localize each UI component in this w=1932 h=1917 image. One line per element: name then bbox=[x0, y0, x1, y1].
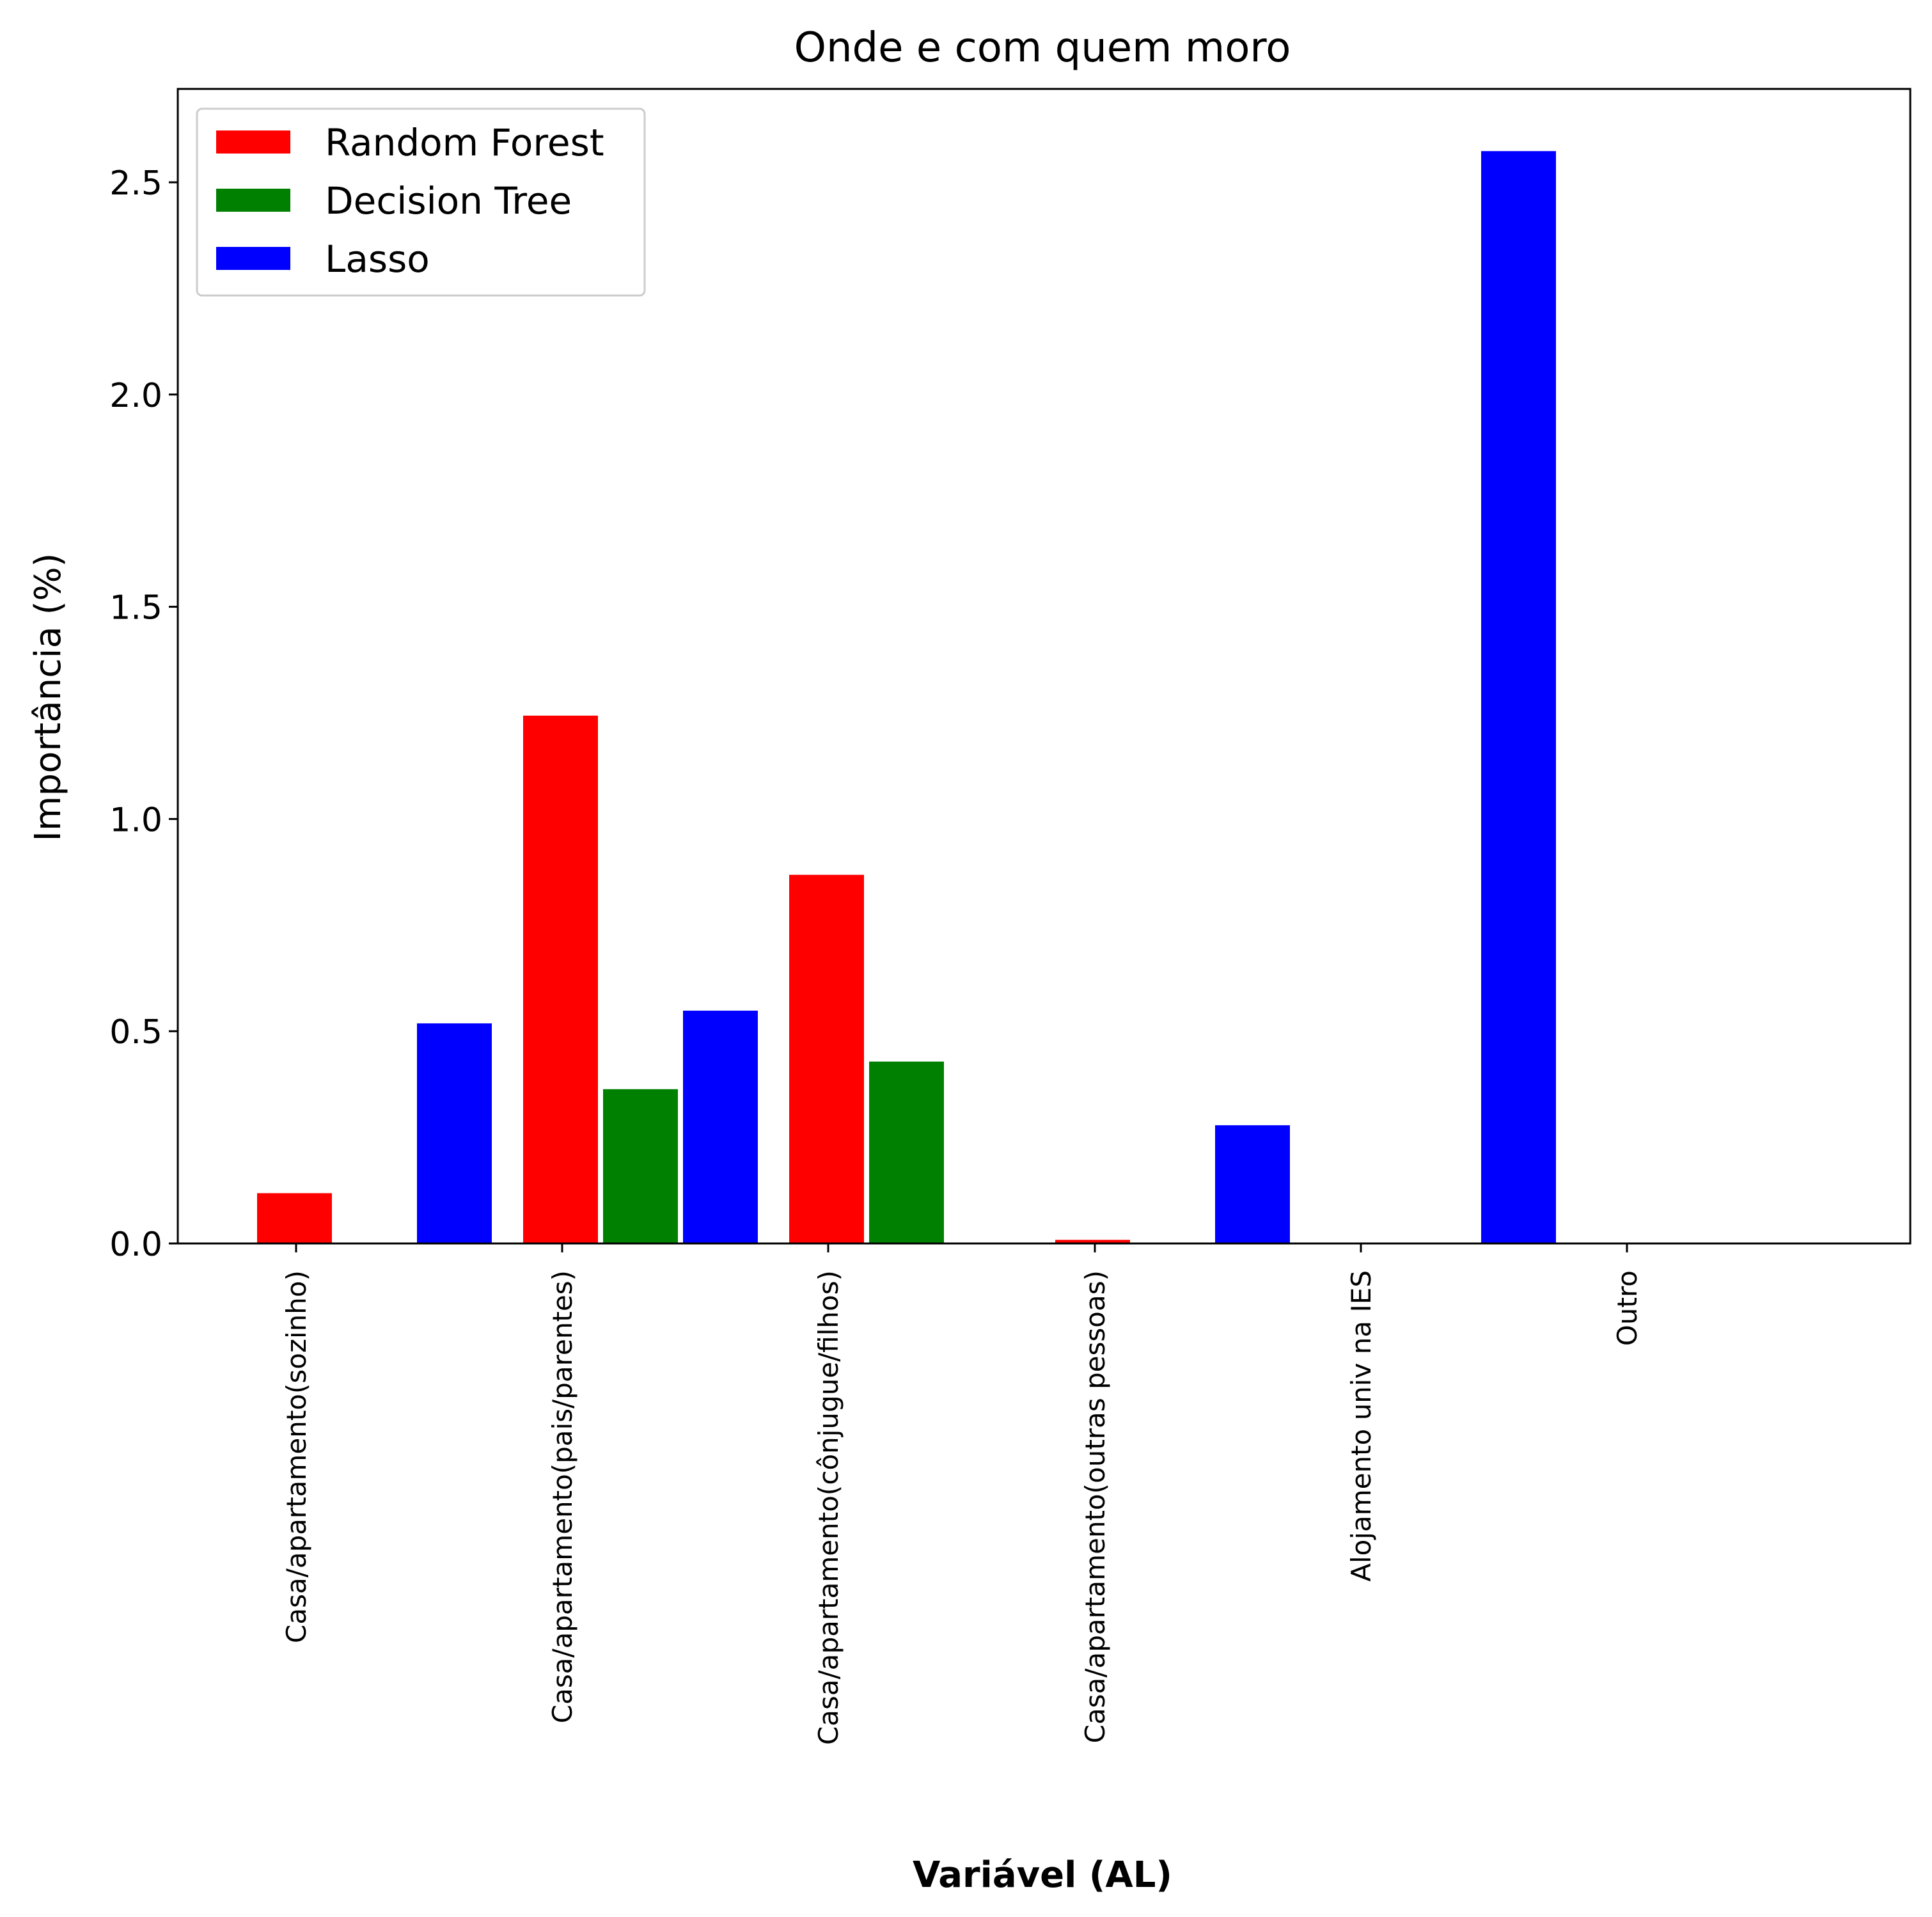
bar-random-forest-2 bbox=[522, 714, 599, 1244]
x-tick-label: Casa/apartamento(cônjugue/filhos) bbox=[813, 1270, 844, 1745]
chart-title: Onde e com quem moro bbox=[794, 24, 1291, 72]
bar-lasso-5 bbox=[1480, 150, 1557, 1245]
legend: Random Forest Decision Tree Lasso bbox=[196, 107, 646, 297]
y-tick-label: 1.0 bbox=[109, 801, 162, 839]
bar-random-forest-3 bbox=[788, 873, 865, 1244]
y-axis-label: Importância (%) bbox=[27, 553, 69, 841]
legend-label-lasso: Lasso bbox=[325, 237, 430, 281]
legend-frame bbox=[196, 107, 646, 297]
plot-frame bbox=[177, 88, 1912, 1245]
x-tick-label: Casa/apartamento(pais/parentes) bbox=[547, 1270, 578, 1723]
bars-layer bbox=[256, 150, 1557, 1245]
y-tick-label: 1.5 bbox=[109, 589, 162, 627]
legend-label-decision-tree: Decision Tree bbox=[325, 179, 572, 223]
x-axis-label: Variável (AL) bbox=[913, 1854, 1172, 1896]
bar-decision-tree-3 bbox=[868, 1060, 945, 1245]
x-tick-label: Casa/apartamento(sozinho) bbox=[281, 1270, 312, 1643]
legend-swatch-random-forest bbox=[216, 130, 290, 154]
x-tick-label: Casa/apartamento(outras pessoas) bbox=[1080, 1270, 1111, 1743]
bar-decision-tree-2 bbox=[602, 1087, 679, 1244]
bar-lasso-1 bbox=[416, 1022, 493, 1245]
y-tick-label: 2.0 bbox=[109, 377, 162, 415]
legend-swatch-lasso bbox=[216, 247, 290, 270]
ticks-layer: 0.0 0.5 1.0 1.5 2.0 2.5 Casa/apartamento(sozin… bbox=[109, 164, 1643, 1745]
bar-random-forest-1 bbox=[256, 1192, 333, 1245]
y-tick-label: 0.5 bbox=[109, 1013, 162, 1052]
bar-lasso-2 bbox=[682, 1009, 759, 1245]
legend-label-random-forest: Random Forest bbox=[325, 121, 604, 164]
legend-swatch-decision-tree bbox=[216, 189, 290, 212]
y-tick-label: 2.5 bbox=[109, 164, 162, 203]
x-tick-label: Outro bbox=[1612, 1270, 1643, 1346]
bar-lasso-4 bbox=[1214, 1124, 1291, 1244]
x-tick-label: Alojamento univ na IES bbox=[1346, 1270, 1377, 1582]
y-tick-label: 0.0 bbox=[109, 1226, 162, 1264]
